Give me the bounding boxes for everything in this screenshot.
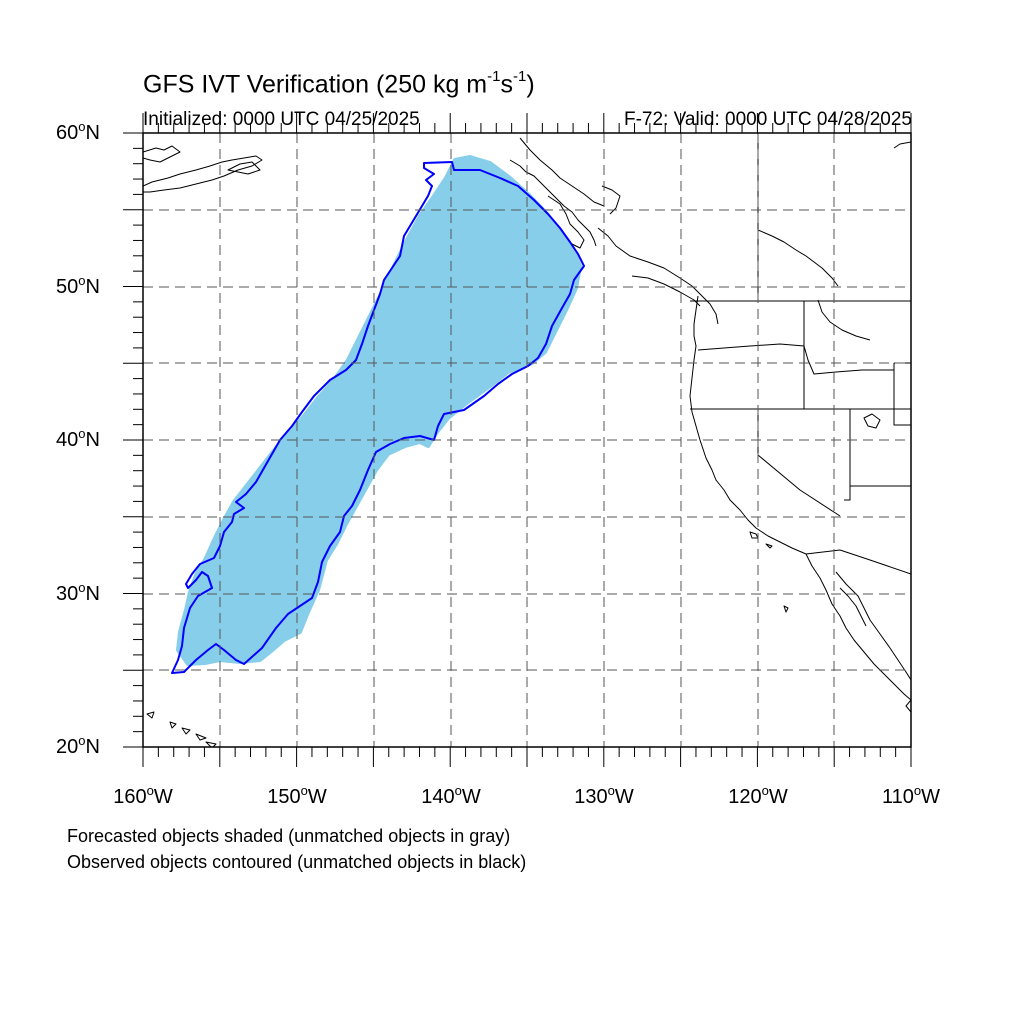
lon-label-120: 120oW [728, 783, 788, 808]
lat-label-30: 30oN [56, 580, 100, 605]
lon-label-140: 140oW [421, 783, 481, 808]
observed-object-contour [171, 161, 585, 674]
legend-observed-caption: Observed objects contoured (unmatched ob… [67, 852, 527, 872]
lon-label-150: 150oW [267, 783, 327, 808]
chart-title: GFS IVT Verification (250 kg m-1s-1) [143, 68, 535, 99]
lon-label-160: 160oW [113, 783, 173, 808]
forecast-object [176, 155, 582, 666]
coastlines [143, 133, 911, 747]
lon-label-110: 110oW [881, 783, 940, 808]
lat-label-50: 50oN [56, 273, 100, 298]
lat-label-40: 40oN [56, 426, 100, 451]
initialized-label: Initialized: 0000 UTC 04/25/2025 [143, 109, 420, 130]
legend-forecast-caption: Forecasted objects shaded (unmatched obj… [67, 826, 511, 846]
lon-label-130: 130oW [574, 783, 634, 808]
map-grid [143, 133, 911, 747]
lat-label-20: 20oN [56, 733, 100, 758]
axis-ticks [123, 113, 912, 767]
lat-label-60: 60oN [56, 119, 100, 144]
